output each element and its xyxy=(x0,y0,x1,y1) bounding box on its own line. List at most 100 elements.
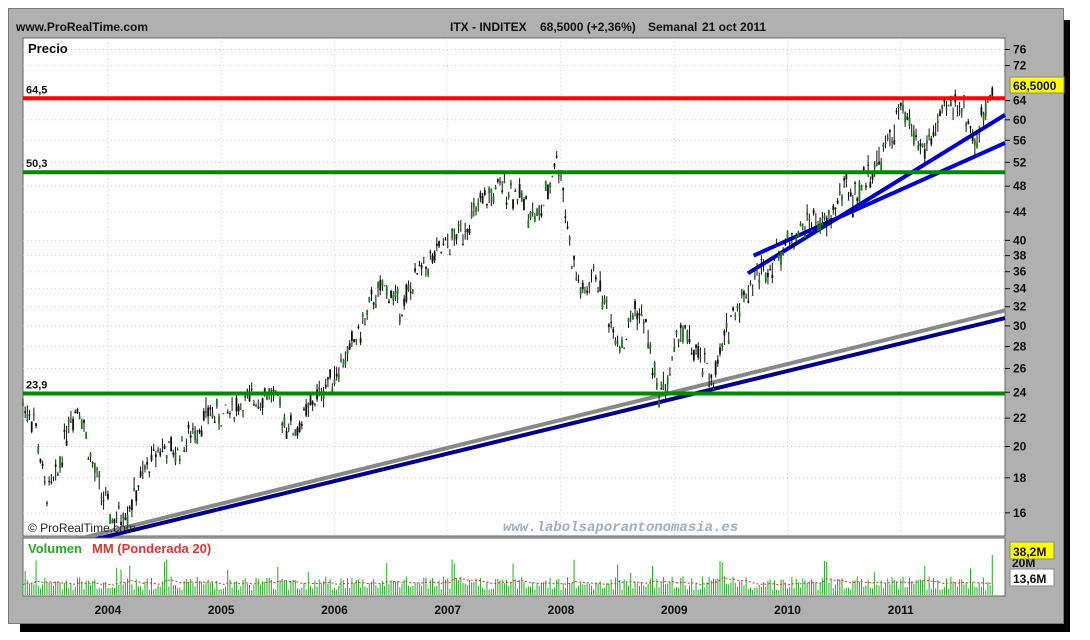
y-tick-label: 38 xyxy=(1013,249,1027,263)
price-candle xyxy=(287,428,290,430)
price-candle xyxy=(150,454,153,461)
price-candle xyxy=(749,282,752,285)
price-candle xyxy=(248,391,251,402)
price-candle xyxy=(767,272,769,278)
price-candle xyxy=(723,330,726,336)
price-candle xyxy=(858,181,861,203)
x-tick-label: 2011 xyxy=(888,603,914,617)
price-candle xyxy=(170,437,173,452)
price-candle xyxy=(603,298,606,304)
price-candle xyxy=(614,340,617,345)
price-candle xyxy=(178,459,181,461)
x-tick-label: 2005 xyxy=(208,603,235,617)
price-candle xyxy=(59,456,61,469)
price-candle xyxy=(516,199,519,201)
price-candle xyxy=(196,438,199,444)
trend-line xyxy=(746,113,1007,276)
level-label: 50,3 xyxy=(26,158,47,170)
y-tick-label: 44 xyxy=(1013,205,1027,219)
price-candle xyxy=(348,343,351,350)
price-candle xyxy=(699,357,702,359)
price-candle xyxy=(812,210,815,214)
price-candle xyxy=(936,121,939,124)
price-candle xyxy=(712,388,715,390)
price-candle xyxy=(229,413,231,415)
price-candle xyxy=(806,211,809,215)
price-candle xyxy=(627,318,630,323)
y-tick-label: 56 xyxy=(1013,133,1027,147)
price-candle xyxy=(629,310,632,312)
price-candle xyxy=(427,269,430,275)
price-candle xyxy=(274,390,277,392)
price-candle xyxy=(551,176,554,178)
price-candle xyxy=(135,490,138,502)
price-candle xyxy=(756,268,758,270)
price-candle xyxy=(623,347,626,349)
price-candle xyxy=(706,363,708,365)
price-candle xyxy=(673,346,676,352)
price-candle xyxy=(573,255,575,260)
price-candle xyxy=(239,403,242,405)
price-candle xyxy=(512,199,514,209)
price-candle xyxy=(930,138,933,145)
price-candle xyxy=(688,338,691,343)
price-candle xyxy=(793,245,795,247)
price-candle xyxy=(695,344,697,348)
price-candle xyxy=(671,357,673,359)
price-candle xyxy=(514,190,517,192)
price-candle xyxy=(662,383,665,390)
price-candle xyxy=(351,331,353,341)
y-tick-label: 22 xyxy=(1013,411,1027,425)
price-candle xyxy=(915,135,917,138)
price-candle xyxy=(679,324,682,329)
price-candle xyxy=(884,142,887,144)
price-candle xyxy=(523,199,525,211)
y-axis-ticks: 16 18 20 22 24 26 28 30 32 34 36 38 40 44 48 52 56 60 64 72… xyxy=(1005,43,1027,520)
price-candle xyxy=(544,180,547,191)
price-candle xyxy=(353,339,355,342)
price-candle xyxy=(250,389,253,391)
price-candle xyxy=(525,196,528,200)
price-candle xyxy=(771,274,774,279)
price-candle xyxy=(340,359,342,361)
price-candle xyxy=(566,226,569,229)
price-candle xyxy=(405,284,408,302)
price-title: Precio xyxy=(28,41,68,56)
x-tick-label: 2004 xyxy=(95,603,122,617)
site-url[interactable]: www.ProRealTime.com xyxy=(16,20,149,34)
price-candle xyxy=(252,404,255,406)
price-candle xyxy=(194,430,196,440)
price-candle xyxy=(934,134,937,136)
price-candle xyxy=(747,300,750,303)
price-candle xyxy=(956,115,959,117)
price-candle xyxy=(751,294,754,296)
price-candle xyxy=(821,223,824,226)
price-candle xyxy=(488,187,491,194)
price-candle xyxy=(882,144,885,148)
price-candle xyxy=(292,434,294,436)
price-candle xyxy=(133,488,135,491)
price-candle xyxy=(148,471,151,473)
price-candle xyxy=(144,465,146,470)
copyright-text: © ProRealTime.com xyxy=(28,521,136,535)
price-candle xyxy=(109,514,112,524)
price-candle xyxy=(224,404,227,406)
y-tick-label: 60 xyxy=(1013,113,1027,127)
price-candle xyxy=(520,192,523,202)
price-candle xyxy=(65,440,68,446)
price-candle xyxy=(714,361,717,375)
trend-line xyxy=(22,316,1006,559)
price-candle xyxy=(422,256,425,258)
price-candle xyxy=(91,461,94,464)
price-candle xyxy=(621,339,623,348)
price-candle xyxy=(209,407,212,410)
price-candle xyxy=(958,111,961,113)
price-candle xyxy=(984,102,987,117)
y-tick-label: 20 xyxy=(1013,439,1027,453)
price-candle xyxy=(899,102,902,106)
price-candle xyxy=(865,185,867,188)
y-tick-label: 16 xyxy=(1013,506,1027,520)
price-candle xyxy=(346,346,349,354)
price-candle xyxy=(945,108,948,111)
